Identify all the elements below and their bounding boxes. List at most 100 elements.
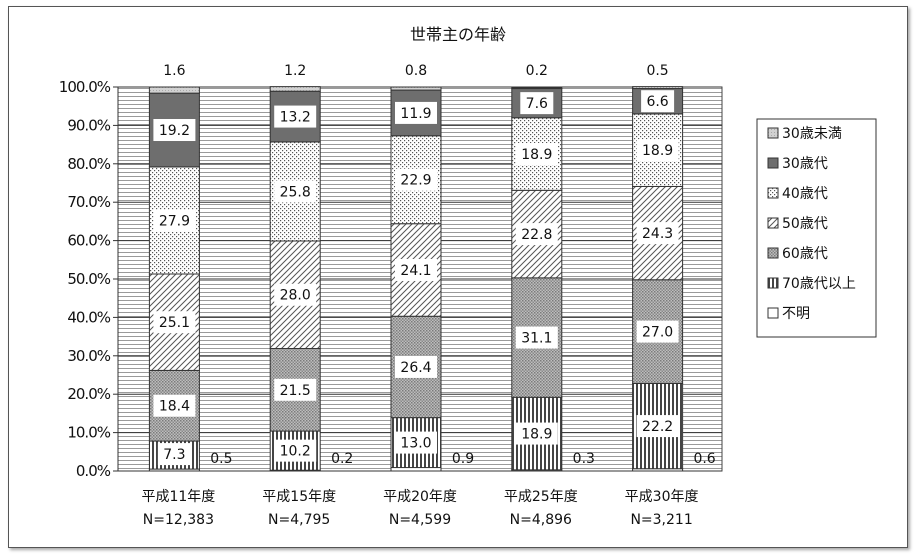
data-label-bg — [515, 326, 558, 349]
x-tick-label: 平成11年度 — [141, 489, 215, 505]
x-category-n: N=4,795 — [268, 512, 330, 528]
data-label-bg — [153, 394, 196, 417]
legend-label: 30歳代 — [782, 156, 828, 172]
y-tick-label: 60.0% — [67, 232, 110, 250]
data-label: 0.3 — [573, 451, 595, 467]
legend-swatch — [767, 307, 779, 319]
chart-title: 世帯主の年齢 — [410, 25, 506, 44]
x-tick-label: 平成25年度 — [504, 489, 578, 505]
data-label: 0.2 — [526, 63, 548, 79]
x-category-n: N=4,599 — [389, 512, 451, 528]
data-label: 19.2 — [159, 123, 190, 139]
y-tick-label: 100.0% — [59, 78, 111, 96]
data-label-bg — [157, 443, 191, 466]
x-tick-label: 平成15年度 — [262, 489, 336, 505]
data-label: 18.9 — [521, 427, 552, 443]
data-label: 0.6 — [693, 451, 715, 467]
legend-label: 不明 — [782, 306, 810, 322]
data-label: 22.8 — [521, 227, 552, 243]
data-label-bg — [636, 222, 679, 245]
data-label-bg — [274, 283, 317, 306]
y-tick-label: 40.0% — [67, 308, 110, 326]
data-label-bg — [274, 378, 317, 401]
data-label: 22.9 — [400, 173, 431, 189]
data-label-bg — [636, 320, 679, 343]
legend-label: 50歳代 — [782, 216, 828, 232]
data-label-bg — [153, 311, 196, 334]
data-label: 0.5 — [210, 451, 232, 467]
data-label-bg — [153, 209, 196, 232]
legend-swatch — [767, 187, 779, 199]
data-label: 0.9 — [452, 451, 474, 467]
data-label: 18.9 — [642, 143, 673, 159]
y-tick-label: 20.0% — [67, 385, 110, 403]
y-tick-label: 90.0% — [67, 116, 110, 134]
data-label-bg — [395, 101, 437, 124]
data-label: 7.3 — [163, 447, 185, 463]
data-label: 28.0 — [280, 288, 311, 304]
y-tick-label: 80.0% — [67, 155, 110, 173]
legend-swatch — [767, 217, 779, 229]
data-label: 27.0 — [642, 325, 673, 341]
data-label: 18.9 — [521, 147, 552, 163]
data-label-bg — [515, 143, 558, 166]
data-label: 22.2 — [642, 419, 673, 435]
x-category-n: N=3,211 — [630, 512, 692, 528]
data-label: 24.1 — [400, 263, 431, 279]
data-label-bg — [515, 422, 558, 445]
bar-segment — [390, 86, 442, 91]
data-label-bg — [395, 168, 437, 191]
bar-segment — [632, 86, 684, 90]
legend-swatch — [767, 127, 779, 139]
bar-segment — [390, 467, 442, 472]
data-labels: 0.5 7.3 18.4 25.1 27.9 19.2 1.6 0.2 10.2 21.5 28.0… — [153, 63, 716, 467]
y-tick-label: 70.0% — [67, 193, 110, 211]
data-label: 10.2 — [280, 444, 311, 460]
data-label-bg — [274, 180, 317, 203]
data-label: 0.5 — [646, 63, 668, 79]
data-label: 13.2 — [280, 110, 311, 126]
y-tick-label: 50.0% — [67, 270, 110, 288]
legend-label: 30歳未満 — [782, 126, 842, 142]
x-axis: 平成11年度 N=12,383 平成15年度 N=4,795 平成20年度 N=4,599… — [141, 489, 698, 528]
data-label-bg — [395, 355, 437, 378]
y-tick-label: 30.0% — [67, 347, 110, 365]
data-label: 13.0 — [400, 436, 431, 452]
data-label: 25.1 — [159, 315, 190, 331]
x-category-n: N=4,896 — [510, 512, 572, 528]
bar-segment — [148, 86, 200, 94]
x-tick-label: 平成20年度 — [383, 489, 457, 505]
data-label-bg — [641, 90, 675, 113]
data-label-bg — [274, 105, 317, 128]
legend-label: 60歳代 — [782, 246, 828, 262]
data-label: 6.6 — [646, 94, 668, 110]
data-label-bg — [636, 415, 679, 438]
data-label: 0.2 — [331, 451, 353, 467]
bar-segment — [269, 86, 321, 92]
bar-segment — [511, 87, 563, 90]
data-label: 21.5 — [280, 383, 311, 399]
legend-swatch — [767, 277, 779, 289]
data-label-bg — [395, 431, 437, 454]
data-label: 7.6 — [526, 96, 548, 112]
legend-label: 40歳代 — [782, 186, 828, 202]
data-label-bg — [515, 223, 558, 246]
data-label-bg — [395, 258, 437, 281]
legend-swatch — [767, 247, 779, 259]
data-label: 1.6 — [163, 63, 185, 79]
data-label: 27.9 — [159, 213, 190, 229]
legend-swatch — [767, 157, 779, 169]
data-label: 1.2 — [284, 63, 306, 79]
y-axis: 0.0% 10.0% 20.0% 30.0% 40.0% 50.0% 60.0% 70.0% 8… — [59, 78, 119, 480]
data-label-bg — [153, 119, 196, 142]
x-tick-label: 平成30年度 — [625, 489, 699, 505]
x-category-n: N=12,383 — [143, 512, 214, 528]
data-label: 24.3 — [642, 226, 673, 242]
data-label-bg — [520, 92, 554, 115]
data-label: 18.4 — [159, 399, 190, 415]
data-label-bg — [636, 139, 679, 162]
data-label-bg — [274, 439, 317, 462]
y-tick-label: 0.0% — [76, 462, 111, 480]
